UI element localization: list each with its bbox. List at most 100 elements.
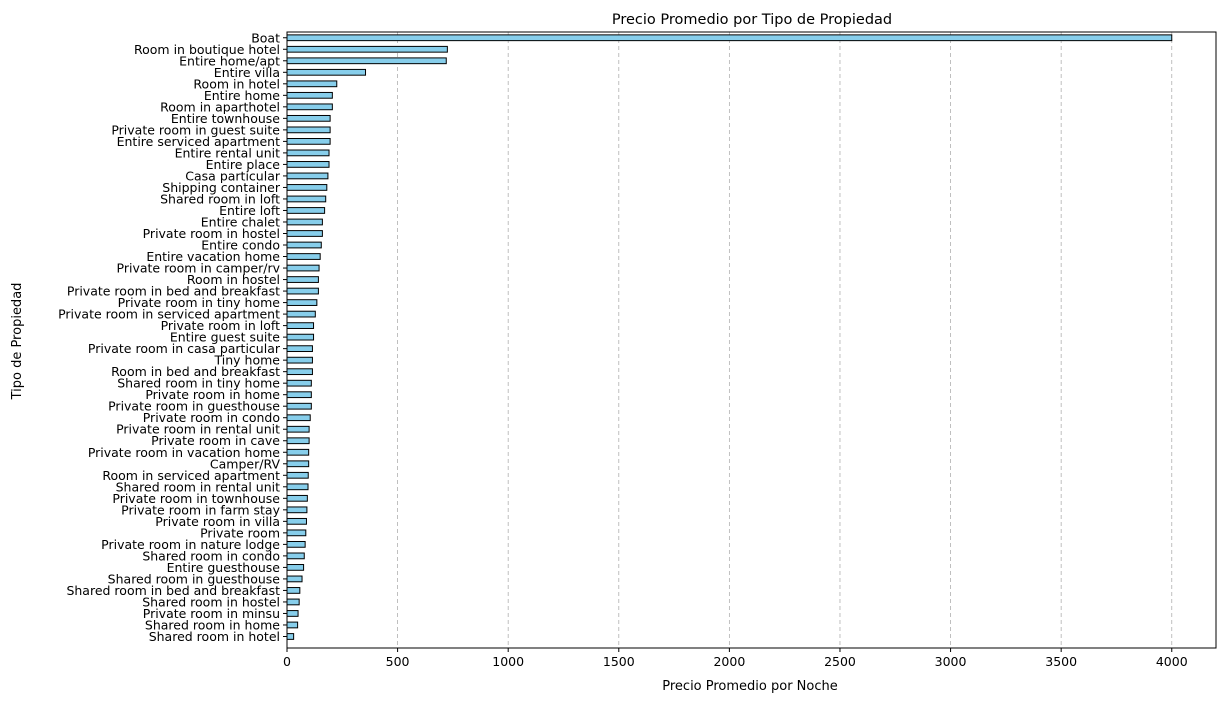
bar [286,207,326,214]
y-tick-label: Private room in casa particular [88,341,281,356]
bar [286,437,310,445]
bar [286,460,310,468]
bar [286,494,308,502]
grid-lines [286,32,1173,648]
bar [286,184,328,191]
bar [286,195,327,203]
bar [286,276,319,283]
y-tick-label: Camper/RV [210,456,281,471]
x-tick-label: 4000 [1156,654,1188,669]
y-tick-label: Private room in cave [151,433,280,448]
y-tick-label: Entire guest suite [170,330,280,345]
y-tick-label: Private room in vacation home [88,445,280,460]
x-tick-label: 0 [283,654,291,669]
bar [286,483,309,491]
y-tick-label: Private room in rental unit [116,422,280,437]
bar [286,103,333,111]
bar [286,529,307,537]
plot-frame [286,31,1217,649]
bar [286,310,316,318]
y-tick-label: Private room in villa [155,514,280,529]
bar [286,149,330,157]
bar [286,517,307,525]
bar [286,391,312,399]
bar [286,287,319,295]
bar [286,68,367,76]
y-tick-label: Entire villa [214,65,280,80]
bar [286,379,312,387]
bar [286,45,448,53]
x-tick-label: 3500 [1045,654,1077,669]
y-tick-label: Entire serviced apartment [117,134,280,149]
y-tick-label: Private room in home [145,387,280,402]
bar [286,138,331,145]
y-tick-label: Room in serviced apartment [102,468,280,483]
bar [286,91,333,99]
x-tick-label: 2000 [713,654,745,669]
y-tick-label: Entire rental unit [175,145,281,160]
y-tick-label: Entire guesthouse [167,560,281,575]
y-tick-label: Room in aparthotel [160,99,280,114]
y-tick-label: Entire chalet [201,214,280,229]
bar [286,414,311,422]
bar [286,471,309,479]
bar [286,506,308,514]
bar [286,402,312,410]
y-tick-label: Room in bed and breakfast [111,364,280,379]
x-tick-label: 3000 [935,654,967,669]
bar [286,598,300,606]
bar [286,34,1173,42]
y-tick-label: Entire home [204,88,280,103]
bar [286,114,331,122]
y-tick-label: Private room in guest suite [111,122,280,137]
y-tick-label: Private room in minsu [143,606,280,621]
bar [286,345,313,353]
y-tick-label: Private room in hostel [143,226,280,241]
y-tick-label: Private room in condo [143,410,280,425]
y-tick-label: Private room [200,525,280,540]
x-tick-label: 2500 [824,654,856,669]
y-tick-label: Room in hostel [187,272,280,287]
bar [286,253,321,260]
bars [286,34,1173,640]
y-tick-label: Private room in loft [161,318,281,333]
y-tick-label: Entire condo [201,238,280,253]
y-tick-label: Private room in bed and breakfast [67,284,280,299]
bar [286,218,323,226]
x-tick-label: 500 [386,654,410,669]
y-tick-label: Shared room in loft [160,191,280,206]
y-tick-label: Entire home/apt [179,53,280,68]
x-axis-label: Precio Promedio por Noche [662,679,838,694]
y-tick-label: Shipping container [162,180,281,195]
bar [286,552,305,560]
bar [286,322,315,329]
y-tick-label: Entire loft [219,203,280,218]
y-tick-label: Private room in guesthouse [108,399,280,414]
y-tick-label: Casa particular [185,168,281,183]
bar [286,333,315,341]
y-tick-label: Shared room in hotel [149,629,280,644]
y-axis-label: Tipo de Propiedad [10,283,25,401]
bar [286,241,322,249]
bar [286,264,320,272]
bar [286,575,303,583]
y-tick-label: Shared room in guesthouse [108,571,281,586]
y-tick-label: Shared room in tiny home [117,376,280,391]
bar [286,564,305,571]
bar [286,368,313,376]
bar [286,540,306,548]
bar [286,299,318,306]
y-tick-label: Shared room in hostel [142,594,280,609]
bar [286,621,299,629]
bar [286,161,330,168]
y-tick-label: Entire vacation home [146,249,280,264]
y-tick-label: Shared room in bed and breakfast [66,583,280,598]
bar [286,448,310,456]
x-axis-ticks: 0 500 1000 1500 2000 2500 3000 3500 4000 [283,648,1188,669]
bar [286,126,331,134]
y-tick-label: Private room in townhouse [112,491,280,506]
y-tick-label: Boat [251,30,280,45]
bar [286,356,313,364]
bar [286,230,323,237]
